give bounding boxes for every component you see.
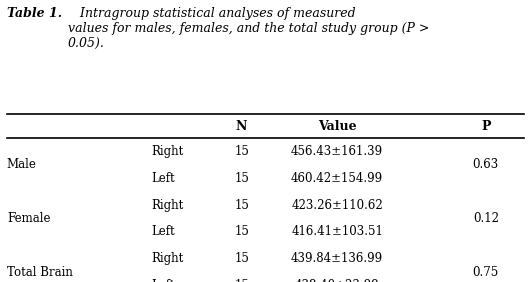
Text: Right: Right: [151, 199, 184, 212]
Text: Left: Left: [151, 279, 175, 282]
Text: 423.26±110.62: 423.26±110.62: [292, 199, 383, 212]
Text: P: P: [481, 120, 491, 133]
Text: 15: 15: [234, 199, 249, 212]
Text: Total Brain: Total Brain: [7, 266, 73, 279]
Text: 15: 15: [234, 279, 249, 282]
Text: 460.42±154.99: 460.42±154.99: [291, 172, 383, 185]
Text: Intragroup statistical analyses of measured
values for males, females, and the t: Intragroup statistical analyses of measu…: [68, 7, 430, 50]
Text: 0.75: 0.75: [473, 266, 499, 279]
Text: 438.40±23.99: 438.40±23.99: [295, 279, 380, 282]
Text: Left: Left: [151, 172, 175, 185]
Text: Female: Female: [7, 212, 50, 225]
Text: 15: 15: [234, 172, 249, 185]
Text: 15: 15: [234, 252, 249, 265]
Text: Value: Value: [318, 120, 356, 133]
Text: 456.43±161.39: 456.43±161.39: [291, 145, 383, 158]
Text: 416.41±103.51: 416.41±103.51: [291, 225, 383, 239]
Text: Left: Left: [151, 225, 175, 239]
Text: 439.84±136.99: 439.84±136.99: [291, 252, 383, 265]
Text: N: N: [236, 120, 247, 133]
Text: Right: Right: [151, 252, 184, 265]
Text: 0.12: 0.12: [473, 212, 499, 225]
Text: Male: Male: [7, 158, 37, 171]
Text: Right: Right: [151, 145, 184, 158]
Text: Table 1.: Table 1.: [7, 7, 62, 20]
Text: 15: 15: [234, 145, 249, 158]
Text: 15: 15: [234, 225, 249, 239]
Text: 0.63: 0.63: [473, 158, 499, 171]
